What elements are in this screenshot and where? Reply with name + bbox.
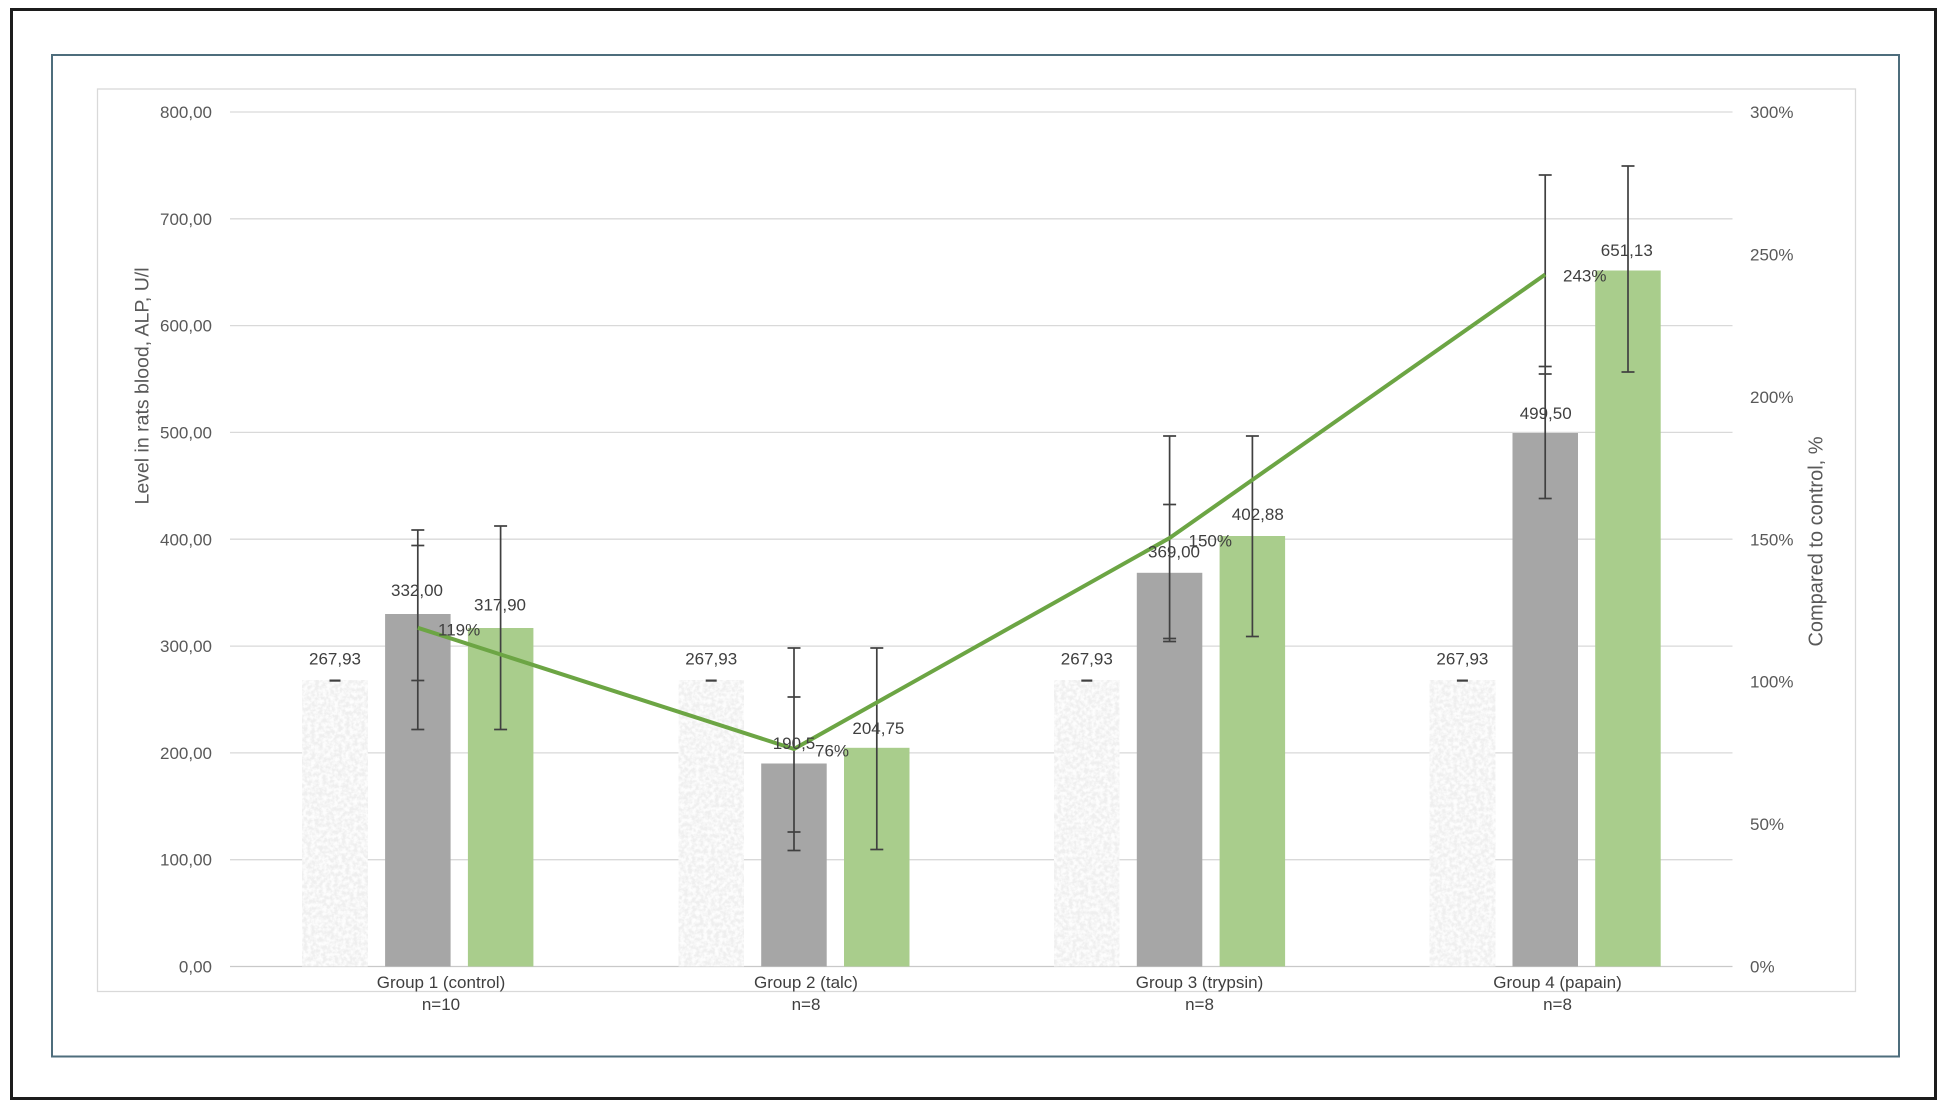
svg-text:300%: 300%	[1750, 103, 1793, 122]
svg-text:0,00: 0,00	[179, 958, 212, 977]
svg-text:499,50: 499,50	[1520, 404, 1572, 423]
svg-text:600,00: 600,00	[160, 317, 212, 336]
svg-text:500,00: 500,00	[160, 423, 212, 442]
svg-text:n=8: n=8	[792, 995, 821, 1014]
svg-text:190,5: 190,5	[773, 734, 816, 753]
svg-text:n=8: n=8	[1543, 995, 1572, 1014]
svg-text:267,93: 267,93	[1061, 650, 1113, 669]
svg-text:700,00: 700,00	[160, 210, 212, 229]
svg-text:800,00: 800,00	[160, 103, 212, 122]
svg-text:651,13: 651,13	[1601, 241, 1653, 260]
svg-text:150%: 150%	[1750, 530, 1793, 549]
svg-text:100%: 100%	[1750, 673, 1793, 692]
svg-text:204,75: 204,75	[852, 719, 904, 738]
svg-text:Group 3 (trypsin): Group 3 (trypsin)	[1136, 973, 1264, 992]
svg-text:n=8: n=8	[1185, 995, 1214, 1014]
svg-text:50%: 50%	[1750, 815, 1784, 834]
svg-text:332,00: 332,00	[391, 581, 443, 600]
svg-text:Group 2 (talc): Group 2 (talc)	[754, 973, 858, 992]
svg-text:100,00: 100,00	[160, 851, 212, 870]
svg-text:267,93: 267,93	[1436, 650, 1488, 669]
svg-text:200,00: 200,00	[160, 744, 212, 763]
svg-text:119%: 119%	[438, 621, 480, 640]
svg-text:317,90: 317,90	[474, 596, 526, 615]
svg-text:n=10: n=10	[422, 995, 460, 1014]
svg-text:300,00: 300,00	[160, 637, 212, 656]
svg-text:Group 4 (papain): Group 4 (papain)	[1493, 973, 1622, 992]
svg-text:402,88: 402,88	[1232, 505, 1284, 524]
svg-text:Level in rats blood, ALP, U/l: Level in rats blood, ALP, U/l	[132, 267, 154, 504]
svg-text:243%: 243%	[1563, 267, 1606, 286]
svg-text:400,00: 400,00	[160, 530, 212, 549]
svg-text:Group 1 (control): Group 1 (control)	[377, 973, 506, 992]
svg-text:76%: 76%	[815, 742, 849, 761]
svg-text:267,93: 267,93	[685, 650, 737, 669]
svg-text:Compared to control, %: Compared to control, %	[1806, 436, 1828, 646]
svg-text:250%: 250%	[1750, 245, 1793, 264]
svg-text:267,93: 267,93	[309, 650, 361, 669]
svg-text:369,00: 369,00	[1148, 543, 1200, 562]
svg-text:150%: 150%	[1189, 532, 1232, 551]
svg-text:0%: 0%	[1750, 958, 1775, 977]
svg-text:200%: 200%	[1750, 388, 1793, 407]
